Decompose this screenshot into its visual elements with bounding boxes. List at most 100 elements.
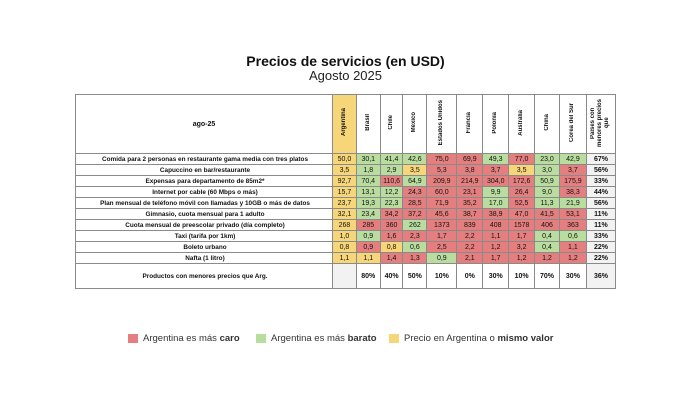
price-cell: 3,7 (558, 164, 587, 176)
price-cell: 0,4 (534, 230, 560, 242)
price-cell: 28,5 (402, 197, 428, 209)
price-cell: 0,8 (332, 241, 357, 253)
column-header: China (534, 94, 560, 154)
price-cell: 2,1 (456, 252, 484, 264)
legend-item: Argentina es más caro (128, 333, 240, 344)
column-header-label: Brasil (364, 114, 371, 131)
price-cell: 1,8 (355, 164, 381, 176)
table-row: Nafta (1 litro) 1,1 1,1 1,4 1,3 0,9 2,1 1,7 1,2 1… (74, 252, 617, 264)
price-cell: 5,3 (426, 164, 458, 176)
page-title: Precios de servicios (en USD) (246, 53, 445, 69)
price-cell: 3,5 (402, 164, 428, 176)
column-header: Países con menores precios que (585, 94, 617, 154)
price-cell: 38,9 (482, 208, 510, 220)
price-cell: 77,0 (508, 153, 536, 165)
price-cell: 209,9 (426, 175, 458, 187)
price-cell: 268 (332, 219, 357, 231)
price-cell: 60,0 (426, 186, 458, 198)
price-cell: 1,1 (482, 230, 510, 242)
price-cell: 41,4 (379, 153, 404, 165)
price-cell: 1,1 (355, 252, 381, 264)
price-cell: 1,7 (508, 230, 536, 242)
row-label: Expensas para departamento de 85m2* (74, 175, 334, 187)
column-header-label: Australia (518, 109, 525, 136)
summary-cell: 80% (355, 263, 381, 289)
row-label: Comida para 2 personas en restaurante ga… (74, 153, 334, 165)
price-cell: 262 (402, 219, 428, 231)
price-cell: 38,3 (558, 186, 587, 198)
price-cell: 70,4 (355, 175, 381, 187)
summary-row: Productos con menores precios que Arg. 80… (74, 263, 617, 289)
row-label: Boleto urbano (74, 241, 334, 253)
summary-cell: 40% (379, 263, 404, 289)
price-cell: 64,9 (402, 175, 428, 187)
row-label: Nafta (1 litro) (74, 252, 334, 264)
price-cell: 19,3 (355, 197, 381, 209)
row-label: Taxi (tarifa por 1km) (74, 230, 334, 242)
price-cell: 3,7 (482, 164, 510, 176)
legend-swatch (389, 334, 399, 343)
price-cell: 175,9 (558, 175, 587, 187)
column-header-label: Corea del Sur (569, 102, 576, 142)
table-row: Expensas para departamento de 85m2* 92,7 7… (74, 175, 617, 187)
table-row: Gimnasio, cuota mensual para 1 adulto 32,… (74, 208, 617, 220)
table-row: Internet por cable (60 Mbps o más) 15,7 13… (74, 186, 617, 198)
price-cell: 22,3 (379, 197, 404, 209)
price-cell: 2,2 (456, 230, 484, 242)
table-row: Boleto urbano 0,8 0,9 0,8 0,6 2,5 2,2 1,2 3,2 0,4… (74, 241, 617, 253)
price-cell: 0,9 (355, 241, 381, 253)
price-cell: 42,6 (402, 153, 428, 165)
percent-cell: 33% (585, 175, 617, 187)
price-cell: 1,2 (534, 252, 560, 264)
table-row: Capuccino en bar/restaurante 3,5 1,8 2,9 3,5… (74, 164, 617, 176)
price-cell: 1,2 (482, 241, 510, 253)
row-label: Cuota mensual de preescolar privado (día… (74, 219, 334, 231)
price-cell: 2,9 (379, 164, 404, 176)
price-cell: 360 (379, 219, 404, 231)
price-cell: 1,2 (508, 252, 536, 264)
percent-cell: 56% (585, 197, 617, 209)
price-cell: 21,9 (558, 197, 587, 209)
price-cell: 13,1 (355, 186, 381, 198)
price-cell: 24,3 (402, 186, 428, 198)
legend: Argentina es más caro Argentina es más ba… (0, 333, 691, 347)
price-cell: 32,1 (332, 208, 357, 220)
column-header: Polonia (482, 94, 510, 154)
legend-swatch (256, 334, 266, 343)
legend-item: Argentina es más barato (256, 333, 377, 344)
column-header: Argentina (332, 94, 357, 154)
price-cell: 408 (482, 219, 510, 231)
price-cell: 1,1 (558, 241, 587, 253)
price-cell: 3,0 (534, 164, 560, 176)
legend-bold: barato (347, 333, 377, 344)
price-cell: 15,7 (332, 186, 357, 198)
summary-cell: 30% (482, 263, 510, 289)
price-cell: 1,6 (379, 230, 404, 242)
table-row: Plan mensual de teléfono móvil con llama… (74, 197, 617, 209)
price-cell: 2,5 (426, 241, 458, 253)
price-cell: 9,9 (482, 186, 510, 198)
legend-text: Argentina es más (143, 333, 220, 344)
price-cell: 49,3 (482, 153, 510, 165)
percent-cell: 67% (585, 153, 617, 165)
price-cell: 0,9 (355, 230, 381, 242)
price-cell: 52,5 (508, 197, 536, 209)
price-cell: 1,0 (332, 230, 357, 242)
legend-bold: mismo valor (497, 333, 554, 344)
price-cell: 1,7 (482, 252, 510, 264)
price-cell: 1,4 (379, 252, 404, 264)
price-cell: 12,2 (379, 186, 404, 198)
table-corner: ago-25 (74, 94, 334, 154)
price-cell: 23,4 (355, 208, 381, 220)
column-header-label: México (411, 112, 418, 133)
column-header: Corea del Sur (558, 94, 587, 154)
price-cell: 41,5 (534, 208, 560, 220)
price-cell: 47,0 (508, 208, 536, 220)
price-cell: 3,2 (508, 241, 536, 253)
price-cell: 3,8 (456, 164, 484, 176)
row-label: Plan mensual de teléfono móvil con llama… (74, 197, 334, 209)
percent-cell: 11% (585, 219, 617, 231)
legend-text: Precio en Argentina o (404, 333, 498, 344)
price-cell: 3,5 (332, 164, 357, 176)
price-cell: 38,7 (456, 208, 484, 220)
